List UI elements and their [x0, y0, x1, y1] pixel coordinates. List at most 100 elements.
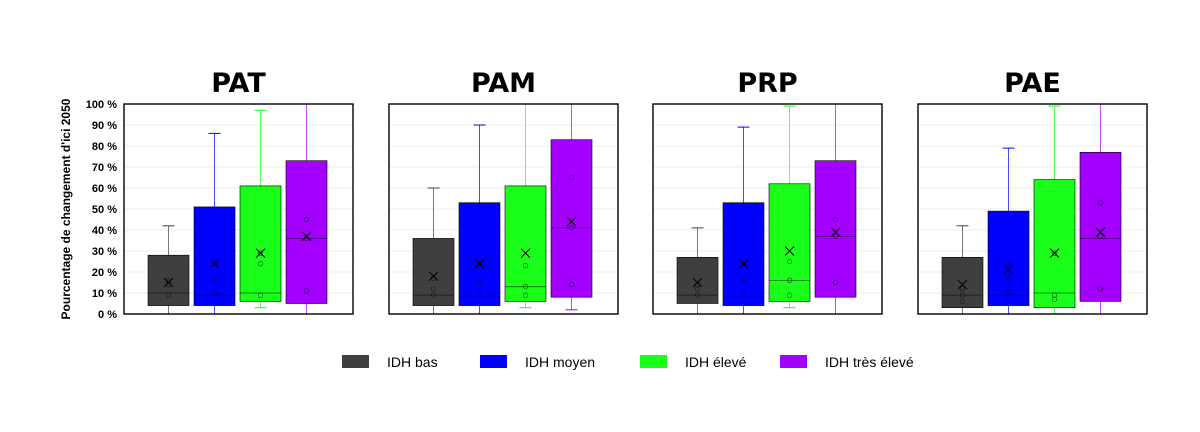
legend-label: IDH très élevé	[825, 354, 914, 370]
mean-marker-stroke	[255, 248, 266, 258]
mean-marker-stroke	[301, 231, 312, 242]
mean-marker	[957, 279, 968, 290]
box-idh-bas	[147, 254, 190, 306]
data-point	[786, 277, 793, 284]
mean-marker-stroke	[784, 246, 795, 256]
mean-marker-stroke	[957, 279, 968, 290]
y-tick-label: 10 %	[92, 288, 117, 300]
legend-item: IDH élevé	[640, 354, 747, 370]
data-point	[832, 233, 839, 239]
panel-frame	[917, 103, 1148, 315]
y-tick-label: 30 %	[92, 246, 117, 258]
y-tick-label: 40 %	[92, 225, 117, 237]
legend-item: IDH moyen	[480, 354, 595, 370]
panels-group: 0 % 10 % 20 % 30 % 40 % 50 % 60 % 70 % 80 % 90 % 1…	[86, 68, 1148, 321]
y-tick-label: 70 %	[92, 162, 117, 174]
legend-label: IDH bas	[387, 354, 438, 370]
panel-frame	[123, 103, 354, 315]
legend-label: IDH élevé	[685, 354, 747, 370]
data-point	[257, 292, 264, 298]
mean-marker	[830, 227, 841, 237]
box-idh-très-élevé	[285, 160, 328, 304]
data-point	[211, 290, 218, 296]
data-point	[303, 288, 310, 294]
data-point	[959, 298, 966, 305]
box-idh-très-élevé	[814, 160, 857, 298]
data-point	[476, 279, 483, 286]
data-point	[1005, 261, 1012, 267]
mean-marker	[566, 216, 577, 227]
data-point	[1051, 296, 1058, 302]
box-idh-bas	[941, 256, 984, 308]
legend-swatch	[640, 355, 667, 368]
mean-marker-stroke	[163, 277, 174, 288]
box-idh-élevé	[239, 185, 282, 302]
data-point	[1097, 286, 1104, 292]
data-point	[211, 277, 218, 284]
data-point	[568, 225, 575, 231]
y-tick-label: 20 %	[92, 267, 117, 279]
mean-marker-stroke	[566, 216, 577, 227]
box-idh-élevé	[504, 185, 547, 302]
data-point	[740, 261, 747, 267]
panel-pat: PAT	[123, 68, 354, 315]
mean-marker-stroke	[474, 258, 485, 269]
data-point	[694, 286, 701, 292]
panel-title: PAM	[471, 68, 536, 99]
box-idh-moyen	[987, 210, 1030, 306]
mean-marker-stroke	[428, 271, 439, 282]
mean-marker	[1049, 248, 1060, 258]
legend-item: IDH très élevé	[780, 354, 914, 370]
data-point	[430, 292, 437, 298]
data-point	[740, 290, 747, 296]
legend-item: IDH bas	[342, 354, 438, 370]
mean-marker-stroke	[520, 248, 531, 258]
data-point	[522, 284, 529, 290]
mean-marker	[301, 231, 312, 242]
mean-marker	[738, 258, 749, 269]
mean-marker-stroke	[1095, 227, 1106, 237]
data-point	[257, 261, 264, 267]
data-point	[257, 250, 264, 256]
y-tick-label: 50 %	[92, 204, 117, 216]
box-idh-élevé	[768, 183, 811, 302]
mean-marker	[209, 258, 220, 269]
mean-marker	[1095, 227, 1106, 237]
data-point	[1097, 200, 1104, 206]
box-idh-élevé	[1033, 179, 1076, 309]
data-point	[959, 286, 966, 292]
box-idh-moyen	[193, 206, 236, 306]
y-tick-label: 0 %	[98, 309, 117, 321]
data-point	[1005, 275, 1012, 281]
data-point	[832, 279, 839, 286]
y-tick-label: 100 %	[86, 99, 117, 111]
y-axis-label: Pourcentage de changement d'ici 2050	[59, 98, 73, 319]
mean-marker	[163, 277, 174, 288]
mean-marker	[1003, 265, 1014, 275]
y-tick-label: 80 %	[92, 141, 117, 153]
mean-marker	[428, 271, 439, 282]
mean-marker	[474, 258, 485, 269]
data-point	[430, 286, 437, 292]
legend: IDH bas IDH moyen IDH élevé IDH très élevé	[342, 354, 914, 370]
data-point	[1051, 292, 1058, 298]
data-point	[740, 277, 747, 284]
data-point	[1097, 233, 1104, 239]
legend-swatch	[480, 355, 507, 368]
box-idh-moyen	[722, 202, 765, 306]
panel-title: PAT	[211, 68, 266, 99]
data-point	[568, 282, 575, 288]
mean-marker	[255, 248, 266, 258]
data-point	[522, 292, 529, 298]
data-point	[786, 258, 793, 265]
legend-swatch	[342, 355, 369, 368]
data-point	[211, 261, 218, 267]
mean-marker	[520, 248, 531, 258]
data-point	[165, 292, 172, 298]
data-point	[476, 261, 483, 267]
box-idh-bas	[412, 238, 455, 306]
legend-swatch	[780, 355, 807, 368]
data-point	[959, 292, 966, 298]
box-idh-bas	[676, 256, 719, 304]
data-point	[476, 290, 483, 296]
